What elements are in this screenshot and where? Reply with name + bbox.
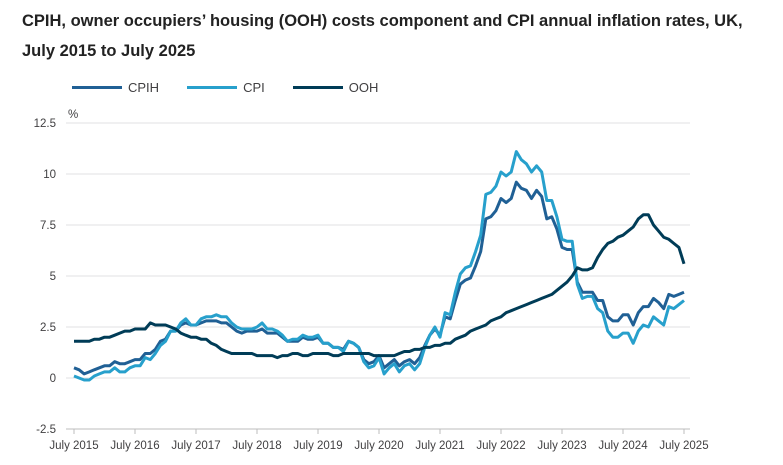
series-line-ooh[interactable] — [74, 213, 686, 360]
legend-item-cpi[interactable]: CPI — [187, 80, 265, 95]
y-tick-label: 2.5 — [40, 322, 56, 334]
legend-label-cpi: CPI — [243, 80, 265, 95]
series-line-cpi[interactable] — [73, 150, 685, 382]
x-tick-label: July 2023 — [537, 440, 586, 452]
legend-label-cpih: CPIH — [128, 80, 160, 95]
y-tick-label: 5 — [50, 271, 56, 283]
legend-swatch-cpih — [72, 86, 122, 89]
legend-item-cpih[interactable]: CPIH — [72, 80, 159, 95]
y-tick-label: 12.5 — [34, 118, 56, 130]
x-tick-label: July 2017 — [171, 440, 220, 452]
legend: CPIH CPI OOH — [72, 80, 378, 95]
chart-title: CPIH, owner occupiers’ housing (OOH) cos… — [22, 12, 743, 60]
y-axis-unit: % — [68, 109, 78, 121]
x-tick-label: July 2020 — [354, 440, 403, 452]
x-tick-label: July 2021 — [415, 440, 464, 452]
y-tick-label: 7.5 — [40, 220, 56, 232]
x-tick-label: July 2024 — [598, 440, 648, 452]
y-tick-label: -2.5 — [36, 424, 56, 436]
legend-swatch-cpi — [187, 86, 238, 89]
x-tick-label: July 2022 — [476, 440, 525, 452]
y-tick-label: 10 — [43, 169, 56, 181]
legend-item-ooh[interactable]: OOH — [292, 80, 379, 95]
x-tick-label: July 2016 — [110, 440, 159, 452]
x-tick-label: July 2025 — [659, 440, 708, 452]
x-tick-label: July 2015 — [49, 440, 98, 452]
y-tick-label: 0 — [50, 373, 56, 385]
legend-label-ooh: OOH — [348, 80, 379, 95]
x-tick-label: July 2019 — [293, 440, 342, 452]
legend-swatch-ooh — [292, 86, 343, 89]
series-line-cpih[interactable] — [73, 180, 685, 376]
x-tick-label: July 2018 — [232, 440, 281, 452]
